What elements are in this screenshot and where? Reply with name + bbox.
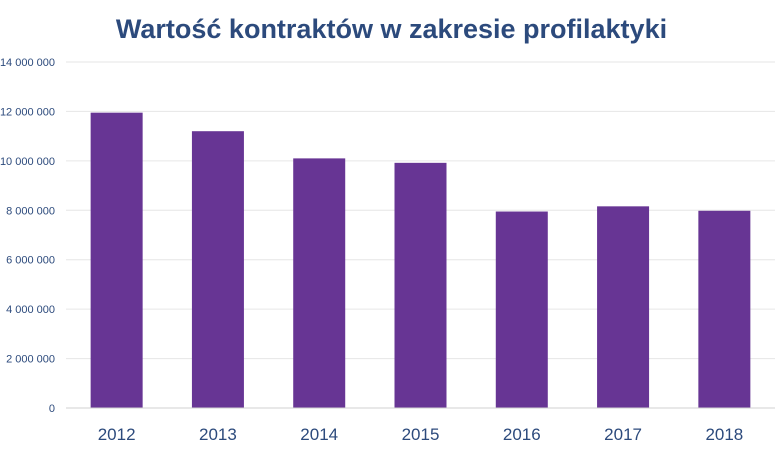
x-tick-label: 2012 (98, 425, 136, 444)
x-tick-label: 2016 (503, 425, 541, 444)
x-tick-label: 2013 (199, 425, 237, 444)
bar-2016 (495, 211, 548, 408)
y-tick-label: 4 000 000 (6, 304, 55, 316)
x-tick-label: 2014 (300, 425, 338, 444)
bar-2013 (191, 131, 244, 408)
y-tick-label: 0 (49, 403, 55, 415)
y-tick-label: 6 000 000 (6, 255, 55, 267)
chart-title: Wartość kontraktów w zakresie profilakty… (115, 14, 668, 44)
x-tick-label: 2018 (705, 425, 743, 444)
x-tick-label: 2015 (402, 425, 440, 444)
bar-2014 (293, 158, 346, 408)
y-tick-label: 2 000 000 (6, 354, 55, 366)
bar-2015 (394, 162, 447, 408)
y-tick-label: 8 000 000 (6, 205, 55, 217)
y-tick-label: 12 000 000 (0, 106, 55, 118)
bar-2017 (597, 206, 650, 408)
bar-2012 (90, 112, 143, 409)
y-tick-label: 14 000 000 (0, 57, 55, 69)
x-tick-label: 2017 (604, 425, 642, 444)
bar-2018 (698, 210, 751, 408)
y-tick-label: 10 000 000 (0, 156, 55, 168)
